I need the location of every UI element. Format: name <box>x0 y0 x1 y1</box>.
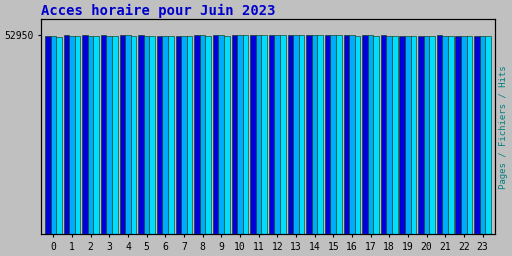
Y-axis label: Pages / Fichiers / Hits: Pages / Fichiers / Hits <box>499 65 508 189</box>
Bar <box>411 36 416 234</box>
Bar <box>362 35 368 234</box>
Bar <box>138 36 144 234</box>
Bar <box>106 36 112 234</box>
Bar <box>325 35 330 234</box>
Bar <box>231 35 237 234</box>
Bar <box>269 35 274 234</box>
Bar <box>168 36 174 234</box>
Bar <box>298 36 304 234</box>
Bar <box>194 35 200 234</box>
Bar <box>162 36 168 234</box>
Bar <box>274 35 280 234</box>
Bar <box>336 36 342 234</box>
Bar <box>131 36 136 234</box>
Bar <box>405 36 411 234</box>
Bar <box>243 35 248 234</box>
Bar <box>381 35 387 234</box>
Bar <box>373 36 379 234</box>
Bar <box>355 36 360 234</box>
Bar <box>288 35 293 234</box>
Bar <box>392 36 398 234</box>
Bar <box>224 36 230 234</box>
Bar <box>176 36 181 234</box>
Bar <box>418 36 424 234</box>
Bar <box>424 36 430 234</box>
Bar <box>256 35 262 234</box>
Bar <box>437 36 442 234</box>
Bar <box>293 35 298 234</box>
Bar <box>63 36 69 234</box>
Bar <box>306 35 312 234</box>
Bar <box>112 36 118 234</box>
Bar <box>69 36 75 234</box>
Bar <box>330 35 336 234</box>
Bar <box>181 36 187 234</box>
Bar <box>200 35 205 234</box>
Bar <box>237 35 243 234</box>
Bar <box>466 36 472 234</box>
Bar <box>120 35 125 234</box>
Bar <box>101 35 106 234</box>
Bar <box>312 35 317 234</box>
Bar <box>280 35 286 234</box>
Bar <box>75 36 80 234</box>
Bar <box>399 36 405 234</box>
Bar <box>205 36 211 234</box>
Bar <box>93 36 99 234</box>
Bar <box>387 36 392 234</box>
Bar <box>219 35 224 234</box>
Bar <box>480 36 485 234</box>
Bar <box>88 36 93 234</box>
Bar <box>45 36 51 234</box>
Bar <box>485 36 491 234</box>
Bar <box>51 36 56 234</box>
Bar <box>461 36 466 234</box>
Bar <box>430 36 435 234</box>
Bar <box>349 35 355 234</box>
Bar <box>250 35 256 234</box>
Bar <box>344 35 349 234</box>
Bar <box>474 36 480 234</box>
Bar <box>125 36 131 234</box>
Bar <box>187 36 193 234</box>
Bar <box>368 36 373 234</box>
Bar <box>448 36 454 234</box>
Bar <box>213 35 219 234</box>
Bar <box>150 36 155 234</box>
Bar <box>262 35 267 234</box>
Bar <box>56 37 62 234</box>
Bar <box>82 35 88 234</box>
Bar <box>144 36 150 234</box>
Bar <box>442 36 448 234</box>
Text: Acces horaire pour Juin 2023: Acces horaire pour Juin 2023 <box>41 4 275 18</box>
Bar <box>317 36 323 234</box>
Bar <box>157 36 162 234</box>
Bar <box>456 36 461 234</box>
